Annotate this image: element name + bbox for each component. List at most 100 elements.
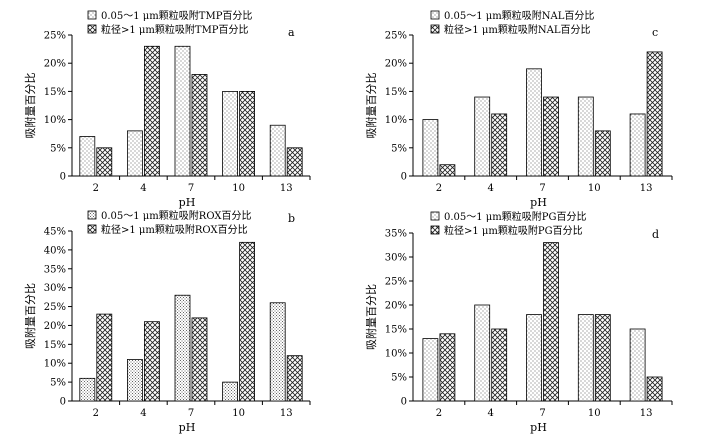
x-tick-label: 4 — [140, 183, 146, 194]
x-tick-label: 7 — [539, 408, 545, 419]
y-tick-label: 0 — [401, 172, 407, 183]
y-tick-label: 25% — [44, 302, 66, 313]
y-tick-label: 5% — [50, 378, 66, 389]
bar-large-particle-ph-10 — [239, 91, 256, 177]
y-tick-label: 5% — [50, 143, 66, 154]
bar-small-particle-ph-10 — [577, 314, 594, 402]
bar-small-particle-ph-2 — [422, 338, 439, 402]
x-tick-label: 2 — [436, 183, 442, 194]
legend-swatch — [430, 24, 440, 34]
x-tick-label: 10 — [588, 183, 601, 194]
y-axis-label: 吸附量百分比 — [364, 73, 378, 139]
x-tick-label: 2 — [93, 408, 99, 419]
bar-small-particle-ph-7 — [174, 45, 191, 177]
legend-label: 0.05～1 μm颗粒吸附NAL百分比 — [444, 9, 594, 22]
bar-small-particle-ph-4 — [127, 130, 143, 177]
y-tick-label: 30% — [44, 283, 66, 294]
y-tick-label: 15% — [385, 325, 407, 336]
legend-swatch — [430, 211, 440, 221]
y-tick-label: 25% — [44, 31, 66, 42]
bar-large-particle-ph-13 — [286, 147, 303, 177]
legend-swatch — [87, 24, 97, 34]
bar-large-particle-ph-13 — [286, 355, 303, 402]
bar-small-particle-ph-4 — [474, 96, 491, 177]
panel-d: 0 5% 10% 15% 20% 25% 30% 35% 2 4 7 10 13 吸附量百分比 pH 0.05… — [364, 210, 673, 434]
bar-large-particle-ph-7 — [543, 96, 559, 177]
y-tick-label: 15% — [44, 87, 66, 98]
y-tick-label: 25% — [385, 31, 407, 42]
y-tick-label: 15% — [44, 340, 66, 351]
bar-small-particle-ph-10 — [222, 91, 239, 177]
y-axis-label: 吸附量百分比 — [23, 73, 37, 139]
panel-label: d — [652, 228, 659, 241]
x-tick-label: 13 — [280, 183, 293, 194]
bar-large-particle-ph-2 — [96, 147, 113, 177]
y-tick-label: 30% — [385, 253, 407, 264]
legend-label: 粒径>1 μm颗粒吸附ROX百分比 — [101, 223, 248, 236]
legend-swatch — [430, 225, 440, 235]
y-tick-label: 0 — [60, 172, 66, 183]
bar-small-particle-ph-2 — [422, 119, 439, 177]
bar-large-particle-ph-10 — [594, 130, 611, 177]
bar-small-particle-ph-10 — [222, 381, 239, 402]
bar-large-particle-ph-10 — [594, 314, 611, 402]
x-tick-label: 2 — [436, 408, 442, 419]
bar-small-particle-ph-4 — [474, 304, 491, 402]
bar-large-particle-ph-7 — [543, 242, 559, 402]
bar-large-particle-ph-7 — [191, 317, 208, 402]
legend-label: 0.05～1 μm颗粒吸附ROX百分比 — [101, 209, 251, 222]
panel-b: 0 5% 10% 15% 20% 25% 30% 35% 40% 45% 2 4 7 10 13 吸附量百分比… — [23, 209, 311, 434]
legend-label: 粒径>1 μm颗粒吸附TMP百分比 — [101, 23, 249, 36]
bar-large-particle-ph-13 — [646, 376, 663, 402]
bar-large-particle-ph-4 — [143, 45, 160, 177]
y-tick-label: 35% — [385, 229, 407, 240]
bar-small-particle-ph-13 — [269, 124, 286, 177]
bar-large-particle-ph-7 — [191, 74, 208, 177]
bar-small-particle-ph-13 — [629, 328, 646, 402]
x-tick-label: 4 — [140, 408, 146, 419]
y-tick-label: 20% — [385, 59, 407, 70]
x-tick-label: 10 — [232, 408, 245, 419]
legend-label: 粒径>1 μm颗粒吸附NAL百分比 — [444, 23, 591, 36]
legend-swatch — [87, 10, 97, 20]
y-tick-label: 35% — [44, 264, 66, 275]
bar-large-particle-ph-2 — [439, 164, 456, 177]
y-tick-label: 5% — [391, 373, 407, 384]
panel-label: b — [288, 212, 295, 225]
panel-a: 0 5% 10% 15% 20% 25% 2 4 7 10 13 吸附量百分比 pH 0.05～1 μm颗… — [23, 9, 311, 209]
x-axis-label: pH — [179, 421, 196, 434]
panel-c: 0 5% 10% 15% 20% 25% 2 4 7 10 13 吸附量百分比 pH 0.05～1 μm颗… — [364, 9, 673, 209]
y-tick-label: 20% — [44, 59, 66, 70]
legend-swatch — [87, 210, 97, 220]
legend-label: 0.05～1 μm颗粒吸附PG百分比 — [444, 210, 587, 223]
bar-large-particle-ph-2 — [439, 333, 456, 402]
bar-small-particle-ph-10 — [577, 96, 594, 177]
y-tick-label: 25% — [385, 277, 407, 288]
panel-label: c — [652, 26, 658, 39]
x-tick-label: 2 — [93, 183, 99, 194]
y-tick-label: 0 — [401, 397, 407, 408]
bar-large-particle-ph-4 — [143, 321, 160, 402]
panel-label: a — [288, 26, 295, 39]
bar-large-particle-ph-2 — [96, 313, 113, 402]
x-tick-label: 7 — [188, 183, 194, 194]
bar-small-particle-ph-7 — [526, 68, 542, 177]
bar-small-particle-ph-13 — [269, 302, 286, 402]
bar-small-particle-ph-4 — [127, 359, 143, 402]
x-tick-label: 10 — [588, 408, 601, 419]
y-tick-label: 10% — [44, 359, 66, 370]
y-tick-label: 15% — [385, 87, 407, 98]
bar-large-particle-ph-10 — [239, 241, 256, 402]
x-tick-label: 10 — [232, 183, 245, 194]
x-axis-label: pH — [530, 421, 547, 434]
y-tick-label: 40% — [44, 245, 66, 256]
x-tick-label: 13 — [640, 408, 653, 419]
y-axis-label: 吸附量百分比 — [364, 284, 378, 350]
legend-label: 0.05～1 μm颗粒吸附TMP百分比 — [101, 9, 252, 22]
x-tick-label: 7 — [539, 183, 545, 194]
legend-swatch — [430, 10, 440, 20]
x-tick-label: 4 — [488, 183, 494, 194]
y-tick-label: 45% — [44, 227, 66, 238]
bar-small-particle-ph-7 — [174, 294, 191, 402]
